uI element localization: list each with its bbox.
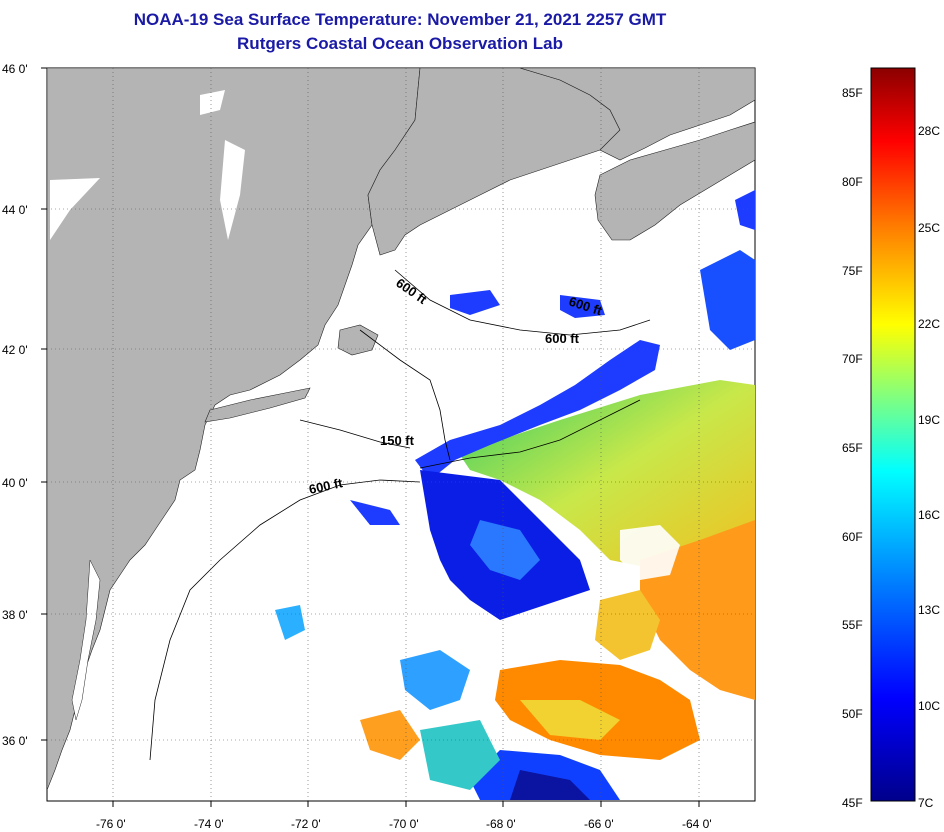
lon-tick-label: -76 0' [96,817,126,831]
contour-label: 600 ft [545,331,580,346]
lon-tick-label: -72 0' [291,817,321,831]
cb-c-label: 28C [918,124,940,138]
lat-tick-label: 46 0' [2,62,28,76]
cb-c-label: 22C [918,317,940,331]
colorbar [871,68,915,801]
lon-tick-label: -64 0' [682,817,712,831]
lat-tick-label: 44 0' [2,203,28,217]
cb-c-label: 13C [918,603,940,617]
cb-f-label: 50F [842,707,863,721]
longitude-axis: -76 0' -74 0' -72 0' -70 0' -68 0' -66 0… [96,817,712,831]
cb-c-label: 7C [918,796,933,810]
lon-tick-label: -70 0' [389,817,419,831]
contour-label: 150 ft [380,433,415,448]
cb-c-label: 19C [918,413,940,427]
cb-f-label: 75F [842,264,863,278]
cb-c-label: 16C [918,508,940,522]
lat-tick-label: 36 0' [2,734,28,748]
cb-f-label: 55F [842,618,863,632]
lon-tick-label: -74 0' [194,817,224,831]
cb-c-label: 10C [918,699,940,713]
latitude-axis: 46 0' 44 0' 42 0' 40 0' 38 0' 36 0' [2,62,28,748]
lon-tick-label: -66 0' [584,817,614,831]
cb-f-label: 45F [842,796,863,810]
lat-tick-label: 40 0' [2,476,28,490]
cb-f-label: 85F [842,86,863,100]
lon-tick-label: -68 0' [486,817,516,831]
cb-f-label: 80F [842,175,863,189]
lat-tick-label: 38 0' [2,608,28,622]
cb-f-label: 65F [842,441,863,455]
cb-f-label: 70F [842,352,863,366]
cb-f-label: 60F [842,530,863,544]
lat-tick-label: 42 0' [2,343,28,357]
cb-c-label: 25C [918,221,940,235]
